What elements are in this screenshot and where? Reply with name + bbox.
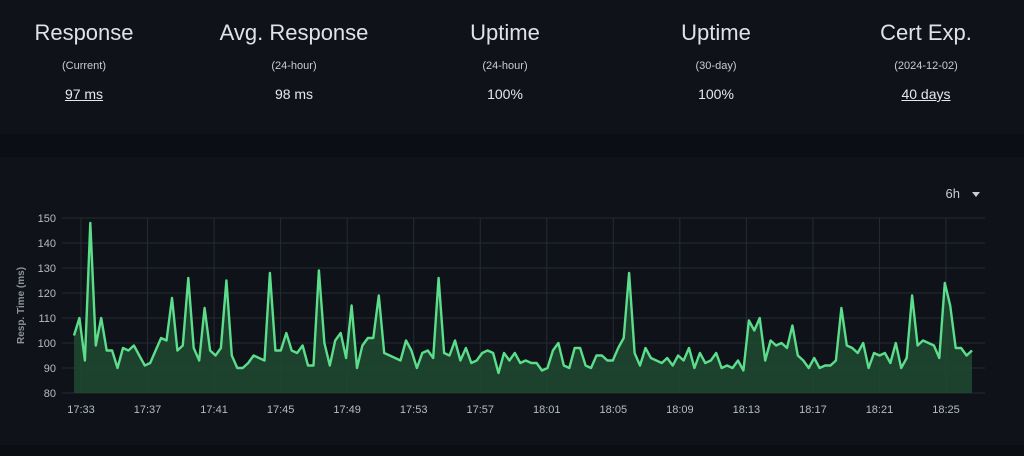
x-tick-label: 17:49 bbox=[333, 404, 361, 416]
stat-title: Uptime bbox=[470, 20, 540, 45]
x-tick-label: 18:09 bbox=[666, 404, 694, 416]
stat-subtitle: (Current) bbox=[61, 60, 106, 72]
stat-title: Uptime bbox=[681, 20, 751, 45]
stat-title: Avg. Response bbox=[219, 20, 369, 45]
current-response-link[interactable]: 97 ms bbox=[64, 86, 104, 102]
stat-value: 100% bbox=[698, 86, 734, 102]
stat-title: Response bbox=[34, 20, 134, 45]
x-tick-label: 17:33 bbox=[67, 404, 95, 416]
x-tick-label: 18:21 bbox=[866, 404, 894, 416]
stat-title: Cert Exp. bbox=[880, 20, 972, 45]
cert-expiry-link[interactable]: 40 days bbox=[901, 86, 951, 102]
y-tick-label: 110 bbox=[38, 313, 56, 325]
y-tick-label: 140 bbox=[38, 238, 56, 250]
response-series-line bbox=[72, 221, 973, 375]
stat-value: 98 ms bbox=[274, 86, 314, 102]
x-tick-label: 18:05 bbox=[600, 404, 628, 416]
x-tick-label: 18:17 bbox=[799, 404, 827, 416]
y-tick-label: 80 bbox=[44, 388, 56, 400]
range-value: 6h bbox=[945, 186, 960, 201]
y-tick-label: 130 bbox=[38, 263, 56, 275]
chart-panel: 80 90 100 110 120 130 140 150 17:33 17:37 17:41 17:… bbox=[0, 157, 1024, 445]
x-tick-label: 17:45 bbox=[267, 404, 295, 416]
x-tick-label: 18:13 bbox=[733, 404, 761, 416]
y-tick-label: 150 bbox=[38, 213, 56, 225]
stats-bar: Response (Current) 97 ms Avg. Response (… bbox=[0, 0, 1024, 134]
stat-value: 100% bbox=[487, 86, 523, 102]
y-tick-label: 90 bbox=[44, 363, 56, 375]
response-area-fill bbox=[74, 223, 972, 393]
stat-subtitle: (24-hour) bbox=[482, 60, 528, 72]
x-tick-label: 17:57 bbox=[466, 404, 494, 416]
x-tick-label: 17:41 bbox=[200, 404, 228, 416]
chevron-down-icon bbox=[972, 192, 980, 198]
y-tick-label: 120 bbox=[38, 288, 56, 300]
stat-subtitle: (24-hour) bbox=[271, 60, 317, 72]
range-selector[interactable]: 6h bbox=[946, 186, 980, 201]
stat-subtitle: (30-day) bbox=[695, 60, 737, 72]
stat-subtitle: (2024-12-02) bbox=[894, 60, 958, 72]
x-tick-label: 17:53 bbox=[400, 404, 428, 416]
x-tick-label: 18:25 bbox=[932, 404, 960, 416]
response-time-chart: 80 90 100 110 120 130 140 150 17:33 17:37 17:41 17:… bbox=[16, 213, 985, 416]
x-tick-label: 18:01 bbox=[533, 404, 561, 416]
x-tick-label: 17:37 bbox=[134, 404, 162, 416]
y-axis-label: Resp. Time (ms) bbox=[16, 267, 27, 344]
y-tick-label: 100 bbox=[38, 338, 56, 350]
